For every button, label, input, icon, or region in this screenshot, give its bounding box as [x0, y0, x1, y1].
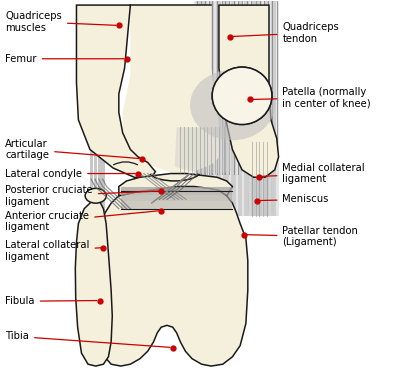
- Polygon shape: [123, 5, 219, 173]
- Polygon shape: [248, 142, 273, 216]
- Text: Meniscus: Meniscus: [260, 194, 329, 204]
- Polygon shape: [75, 201, 112, 366]
- Polygon shape: [119, 173, 232, 196]
- Polygon shape: [121, 201, 232, 205]
- Polygon shape: [257, 1, 262, 216]
- Text: Lateral condyle: Lateral condyle: [5, 169, 135, 179]
- Polygon shape: [94, 9, 97, 261]
- Ellipse shape: [85, 188, 106, 203]
- Text: Tibia: Tibia: [5, 332, 170, 347]
- Polygon shape: [251, 1, 256, 216]
- Polygon shape: [271, 1, 275, 216]
- Text: Lateral collateral
ligament: Lateral collateral ligament: [5, 241, 100, 262]
- Polygon shape: [121, 186, 232, 191]
- Polygon shape: [219, 5, 279, 177]
- Text: Patella (normally
in center of knee): Patella (normally in center of knee): [253, 87, 371, 109]
- Text: Patellar tendon
(Ligament): Patellar tendon (Ligament): [247, 226, 359, 247]
- Polygon shape: [223, 1, 229, 216]
- Text: Fibula: Fibula: [5, 296, 97, 306]
- Text: Posterior cruciate
ligament: Posterior cruciate ligament: [5, 185, 158, 207]
- Polygon shape: [121, 205, 232, 210]
- Ellipse shape: [212, 67, 272, 125]
- Polygon shape: [216, 1, 221, 216]
- Polygon shape: [194, 1, 279, 216]
- Polygon shape: [203, 1, 207, 216]
- Polygon shape: [264, 1, 269, 216]
- Polygon shape: [94, 186, 248, 366]
- Text: Medial collateral
ligament: Medial collateral ligament: [262, 163, 365, 184]
- Polygon shape: [209, 1, 214, 216]
- Text: Quadriceps
muscles: Quadriceps muscles: [5, 11, 116, 32]
- Polygon shape: [76, 5, 155, 179]
- Text: Articular
cartilage: Articular cartilage: [5, 139, 139, 160]
- Polygon shape: [231, 1, 236, 216]
- Polygon shape: [238, 1, 242, 216]
- Polygon shape: [98, 9, 101, 261]
- Ellipse shape: [190, 70, 275, 140]
- Polygon shape: [121, 195, 232, 201]
- Text: Femur: Femur: [5, 54, 124, 64]
- Ellipse shape: [212, 67, 272, 125]
- Text: Anterior cruciate
ligament: Anterior cruciate ligament: [5, 211, 158, 232]
- Text: Quadriceps
tendon: Quadriceps tendon: [233, 22, 339, 44]
- Polygon shape: [121, 191, 232, 195]
- Polygon shape: [90, 9, 93, 261]
- Polygon shape: [196, 1, 201, 216]
- Polygon shape: [102, 9, 104, 261]
- Polygon shape: [175, 127, 232, 173]
- Polygon shape: [244, 1, 249, 216]
